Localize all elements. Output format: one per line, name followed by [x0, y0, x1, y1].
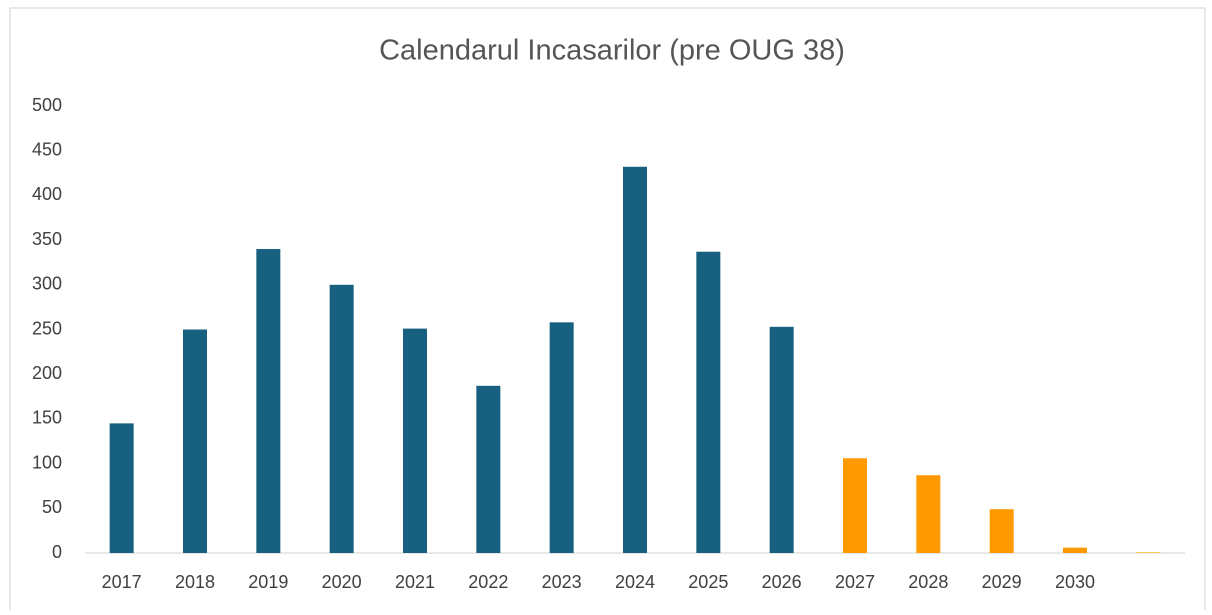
bar — [109, 423, 134, 553]
x-tick-label: 2027 — [835, 572, 875, 592]
y-tick-label: 300 — [32, 274, 62, 294]
bar — [183, 329, 207, 553]
bar — [843, 458, 867, 553]
bar — [476, 385, 501, 553]
x-tick-label: 2024 — [615, 572, 655, 592]
y-tick-label: 100 — [32, 452, 62, 472]
y-tick-label: 50 — [42, 497, 62, 517]
x-tick-label: 2028 — [908, 572, 948, 592]
bar — [769, 326, 794, 553]
x-tick-label: 2026 — [762, 572, 802, 592]
bar — [916, 475, 941, 553]
y-tick-label: 500 — [32, 95, 62, 115]
bar — [256, 249, 281, 554]
x-tick-label: 2030 — [1055, 572, 1095, 592]
y-tick-label: 0 — [52, 542, 62, 562]
x-tick-label: 2023 — [542, 572, 582, 592]
x-tick-label: 2021 — [395, 572, 435, 592]
bar — [329, 284, 354, 553]
bar — [989, 509, 1014, 553]
x-tick-label: 2017 — [102, 572, 142, 592]
bar — [623, 166, 647, 554]
y-tick-label: 200 — [32, 363, 62, 383]
x-tick-label: 2018 — [175, 572, 215, 592]
bar — [696, 251, 721, 554]
y-tick-label: 450 — [32, 139, 62, 159]
y-tick-label: 350 — [32, 229, 62, 249]
y-tick-label: 150 — [32, 408, 62, 428]
bar — [1136, 552, 1161, 553]
y-tick-label: 250 — [32, 318, 62, 338]
x-tick-label: 2025 — [688, 572, 728, 592]
bar — [403, 328, 427, 553]
x-tick-label: 2020 — [322, 572, 362, 592]
y-tick-label: 400 — [32, 184, 62, 204]
bar — [549, 322, 574, 553]
x-tick-label: 2019 — [248, 572, 288, 592]
x-tick-label: 2029 — [982, 572, 1022, 592]
x-tick-label: 2022 — [468, 572, 508, 592]
chart-title: Calendarul Incasarilor (pre OUG 38) — [379, 35, 845, 67]
bar — [1063, 547, 1087, 553]
